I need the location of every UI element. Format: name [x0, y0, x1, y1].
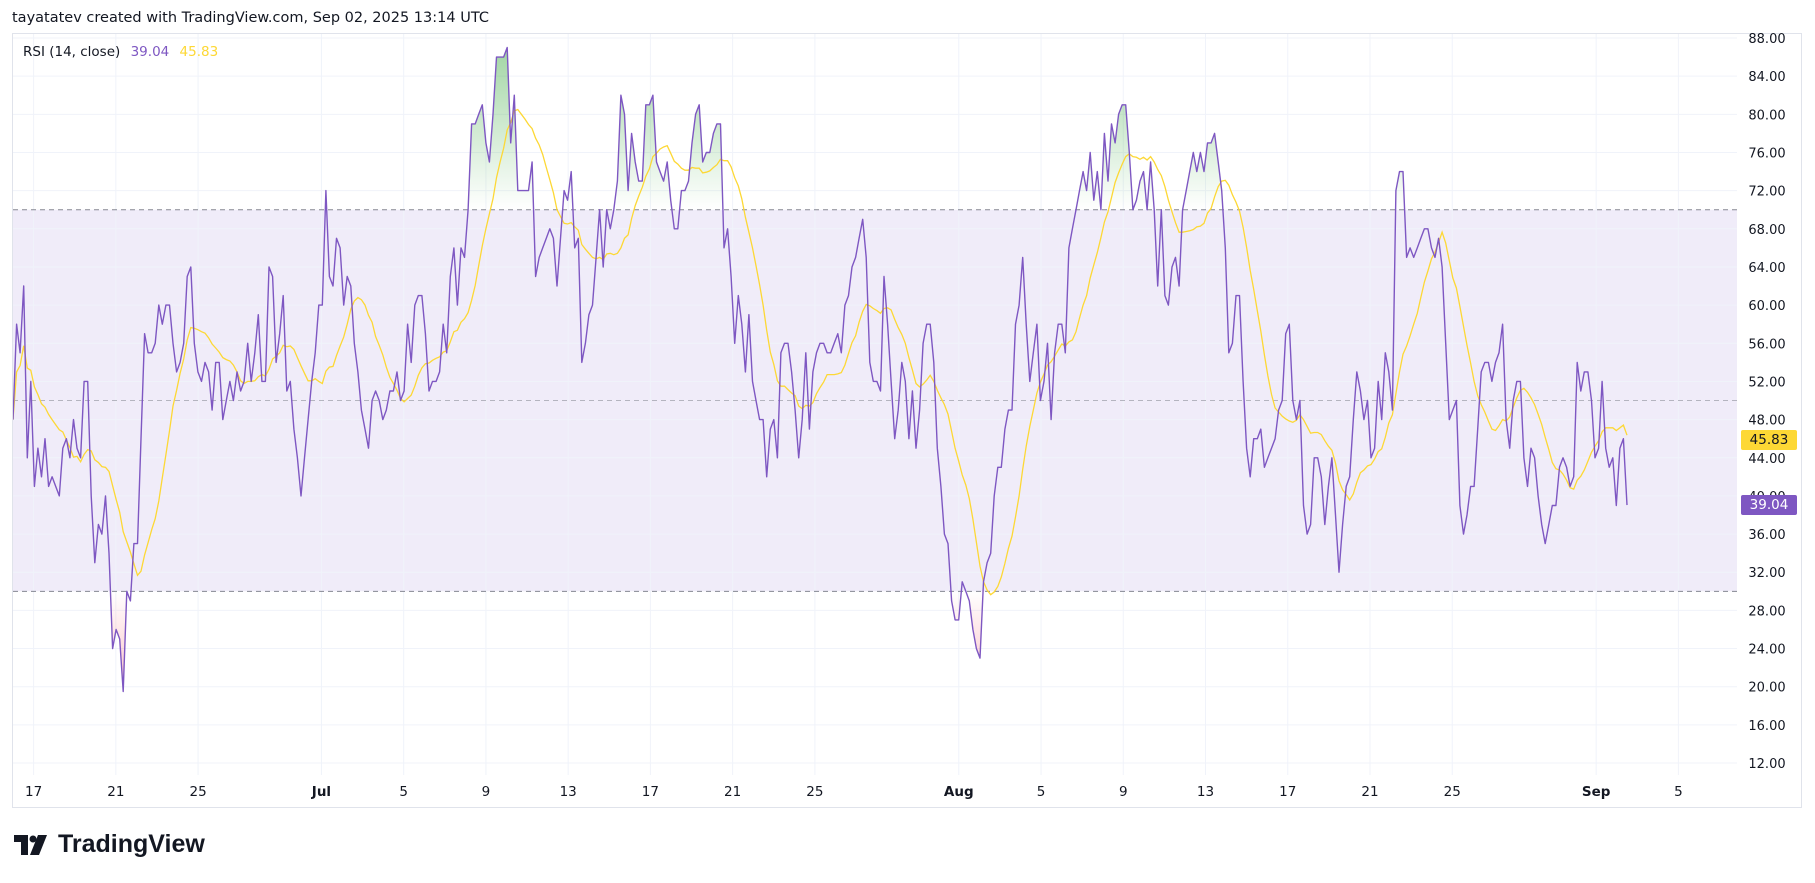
y-tick-label: 32.00	[1748, 566, 1785, 581]
rsi-ma-line	[13, 108, 1628, 596]
indicator-name: RSI (14, close)	[23, 44, 121, 60]
ma-price-label: 45.83	[1741, 430, 1797, 451]
tradingview-logo[interactable]: TradingView	[14, 830, 205, 859]
x-tick-label: 21	[107, 784, 124, 800]
x-tick-label: 17	[25, 784, 42, 800]
y-tick-label: 16.00	[1748, 719, 1785, 734]
x-tick-label: Jul	[311, 784, 331, 800]
rsi-line	[13, 46, 1628, 693]
indicator-legend[interactable]: RSI (14, close) 39.04 45.83	[23, 44, 224, 60]
chart-panel[interactable]	[12, 33, 1802, 808]
y-tick-label: 60.00	[1748, 299, 1785, 314]
x-tick-label: 5	[1674, 784, 1683, 800]
attribution-text: tayatatev created with TradingView.com, …	[12, 10, 489, 26]
x-tick-label: 21	[1361, 784, 1378, 800]
y-tick-label: 56.00	[1748, 337, 1785, 352]
x-tick-label: 13	[1197, 784, 1214, 800]
y-tick-label: 88.00	[1748, 32, 1785, 47]
y-tick-label: 12.00	[1748, 757, 1785, 772]
logo-text: TradingView	[58, 830, 205, 858]
y-tick-label: 28.00	[1748, 604, 1785, 619]
x-tick-label: 21	[724, 784, 741, 800]
x-tick-label: 5	[1037, 784, 1046, 800]
x-tick-label: 25	[1444, 784, 1461, 800]
y-tick-label: 84.00	[1748, 70, 1785, 85]
y-tick-label: 44.00	[1748, 452, 1785, 467]
y-tick-label: 76.00	[1748, 146, 1785, 161]
x-tick-label: 25	[806, 784, 823, 800]
x-tick-label: Aug	[944, 784, 974, 800]
y-tick-label: 48.00	[1748, 414, 1785, 429]
ma-legend-value: 45.83	[179, 44, 219, 60]
y-tick-label: 80.00	[1748, 108, 1785, 123]
y-tick-label: 64.00	[1748, 261, 1785, 276]
y-tick-label: 52.00	[1748, 375, 1785, 390]
x-tick-label: 13	[560, 784, 577, 800]
x-tick-label: 25	[189, 784, 206, 800]
rsi-price-label: 39.04	[1741, 495, 1797, 516]
x-tick-label: 9	[482, 784, 491, 800]
y-tick-label: 20.00	[1748, 681, 1785, 696]
x-tick-label: 17	[642, 784, 659, 800]
y-tick-label: 68.00	[1748, 223, 1785, 238]
x-tick-label: 17	[1279, 784, 1296, 800]
y-tick-label: 24.00	[1748, 643, 1785, 658]
x-tick-label: Sep	[1582, 784, 1611, 800]
rsi-legend-value: 39.04	[130, 44, 170, 60]
rsi-band-background	[13, 209, 1737, 592]
y-tick-label: 36.00	[1748, 528, 1785, 543]
tradingview-logo-icon	[14, 834, 47, 855]
x-tick-label: 9	[1119, 784, 1128, 800]
x-tick-label: 5	[399, 784, 408, 800]
y-tick-label: 72.00	[1748, 185, 1785, 200]
